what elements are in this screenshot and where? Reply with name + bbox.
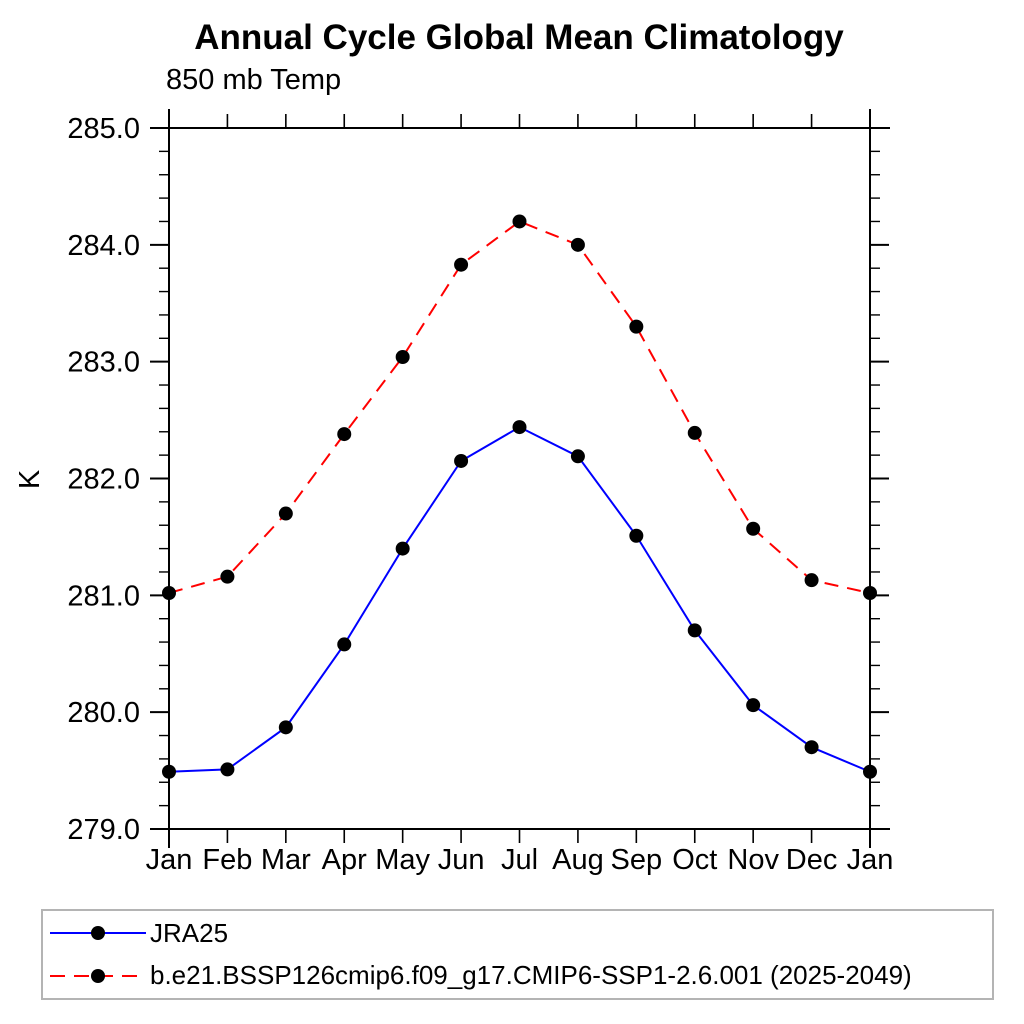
data-point-marker <box>454 453 469 468</box>
x-tick-label: Oct <box>672 844 717 876</box>
y-tick-label: 280.0 <box>67 697 140 729</box>
data-point-marker <box>278 506 293 521</box>
x-tick-label: Aug <box>552 844 604 876</box>
y-tick-label: 284.0 <box>67 230 140 262</box>
x-tick-label: May <box>375 844 430 876</box>
legend-item-model: b.e21.BSSP126cmip6.f09_g17.CMIP6-SSP1-2.… <box>43 956 992 996</box>
x-tick-label: Jan <box>146 844 193 876</box>
data-point-marker <box>570 449 585 464</box>
data-point-marker <box>570 237 585 252</box>
x-tick-label: Sep <box>611 844 663 876</box>
data-point-marker <box>804 573 819 588</box>
data-point-marker <box>454 257 469 272</box>
chart-title: Annual Cycle Global Mean Climatology <box>194 18 844 57</box>
data-point-marker <box>220 762 235 777</box>
data-point-marker <box>162 764 176 779</box>
data-point-marker <box>629 319 644 334</box>
data-point-marker <box>162 585 176 600</box>
legend: JRA25 b.e21.BSSP126cmip6.f09_g17.CMIP6-S… <box>41 909 994 1000</box>
data-point-marker <box>512 214 527 229</box>
data-point-marker <box>863 585 877 600</box>
legend-marker-dot-icon <box>91 926 105 941</box>
chart-subtitle: 850 mb Temp <box>166 64 342 96</box>
y-tick-label: 281.0 <box>67 580 140 612</box>
series-line-1 <box>168 220 871 594</box>
y-tick-label: 279.0 <box>67 814 140 846</box>
data-point-marker <box>220 569 235 584</box>
data-point-marker <box>687 425 702 440</box>
x-tick-label: Dec <box>786 844 838 876</box>
x-tick-label: Feb <box>202 844 252 876</box>
data-point-marker <box>863 764 877 779</box>
series-line-0 <box>168 425 871 773</box>
data-point-marker <box>337 637 352 652</box>
data-point-marker <box>278 720 293 735</box>
x-tick-label: Nov <box>727 844 779 876</box>
y-tick-label: 283.0 <box>67 347 140 379</box>
y-tick-label: 282.0 <box>67 464 140 496</box>
data-point-marker <box>629 528 644 543</box>
x-tick-label: Mar <box>261 844 311 876</box>
data-point-marker <box>746 521 761 536</box>
legend-line-sample-solid <box>50 926 146 941</box>
data-point-marker <box>395 541 410 556</box>
x-tick-label: Jun <box>438 844 485 876</box>
y-tick-label: 285.0 <box>67 113 140 145</box>
data-point-marker <box>804 740 819 755</box>
x-tick-label: Jul <box>501 844 538 876</box>
legend-marker-dot-icon <box>91 968 105 983</box>
data-point-marker <box>512 420 527 435</box>
legend-item-jra25: JRA25 <box>43 913 992 953</box>
legend-label-model: b.e21.BSSP126cmip6.f09_g17.CMIP6-SSP1-2.… <box>150 960 912 991</box>
data-point-marker <box>337 427 352 442</box>
x-tick-label: Jan <box>847 844 894 876</box>
x-tick-label: Apr <box>322 844 367 876</box>
legend-label-jra25: JRA25 <box>150 917 229 948</box>
data-point-marker <box>746 698 761 713</box>
data-point-marker <box>687 623 702 638</box>
legend-line-sample-dashed <box>50 968 146 983</box>
data-point-marker <box>395 349 410 364</box>
